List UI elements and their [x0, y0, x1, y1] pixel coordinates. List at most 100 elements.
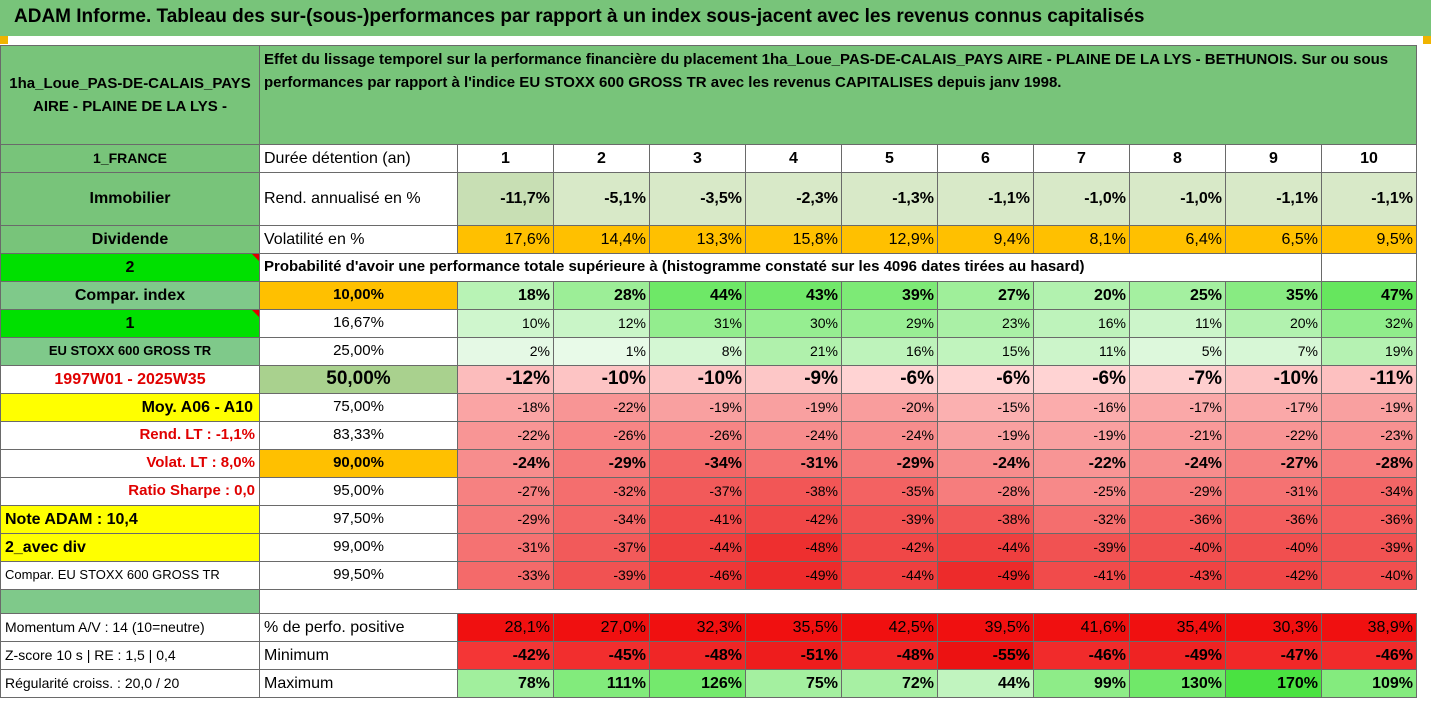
header-row: 1ha_Loue_PAS-DE-CALAIS_PAYS AIRE - PLAIN… [0, 45, 1417, 145]
quantile-cell: 7% [1225, 337, 1322, 366]
asset-name: 1ha_Loue_PAS-DE-CALAIS_PAYS AIRE - PLAIN… [0, 45, 260, 145]
return-label: Rend. annualisé en % [259, 172, 458, 226]
quantile-cell: -18% [457, 393, 554, 422]
year-cell: 1 [457, 144, 554, 173]
quantile-cell: -19% [649, 393, 746, 422]
quantile-cell: -31% [1225, 477, 1322, 506]
maximum-cell: 72% [841, 669, 938, 698]
year-cell: 4 [745, 144, 842, 173]
quantile-cell: -39% [841, 505, 938, 534]
quantile-cell: 1% [553, 337, 650, 366]
corner-marker-right [1423, 36, 1431, 44]
empty-cell [1321, 253, 1417, 282]
maximum-cell: 99% [1033, 669, 1130, 698]
marker-1: 1 [0, 309, 260, 338]
return-cell: -1,1% [937, 172, 1034, 226]
quantile-cell: -31% [745, 449, 842, 478]
quantile-cell: -42% [1225, 561, 1322, 590]
return-cell: -2,3% [745, 172, 842, 226]
return-cell: -1,0% [1033, 172, 1130, 226]
quantile-cell: 8% [649, 337, 746, 366]
period-label: 1997W01 - 2025W35 [0, 365, 260, 394]
quantile-cell: 23% [937, 309, 1034, 338]
positive-cell: 38,9% [1321, 613, 1417, 642]
quantile-cell: -29% [553, 449, 650, 478]
quantile-cell: -17% [1225, 393, 1322, 422]
quantile-cell: -32% [553, 477, 650, 506]
quantile-cell: -39% [1321, 533, 1417, 562]
volatility-cell: 9,5% [1321, 225, 1417, 254]
quantile-cell: -39% [553, 561, 650, 590]
year-cell: 2 [553, 144, 650, 173]
percentile-cell: 90,00% [259, 449, 458, 478]
positive-cell: 27,0% [553, 613, 650, 642]
quantile-row: Note ADAM : 10,4 97,50% -29% -34% -41% -42% -3… [0, 505, 1417, 534]
average-label: Moy. A06 - A10 [0, 393, 260, 422]
positive-row: Momentum A/V : 14 (10=neutre)% de perfo.… [0, 613, 1417, 642]
quantile-cell: -16% [1033, 393, 1130, 422]
year-cell: 7 [1033, 144, 1130, 173]
quantile-cell: -31% [457, 533, 554, 562]
quantile-cell: -11% [1321, 365, 1417, 394]
quantile-cell: 29% [841, 309, 938, 338]
quantile-cell: 11% [1033, 337, 1130, 366]
quantile-cell: 20% [1033, 281, 1130, 310]
quantile-cell: 11% [1129, 309, 1226, 338]
maximum-cell: 130% [1129, 669, 1226, 698]
quantile-row: Rend. LT : -1,1% 83,33% -22% -26% -26% -24% -2… [0, 421, 1417, 450]
positive-cell: 42,5% [841, 613, 938, 642]
minimum-cell: -51% [745, 641, 842, 670]
quantile-row: Volat. LT : 8,0% 90,00% -24% -29% -34% -31% -2… [0, 449, 1417, 478]
quantile-cell: -43% [1129, 561, 1226, 590]
positive-cell: 41,6% [1033, 613, 1130, 642]
quantile-cell: -34% [649, 449, 746, 478]
dividend-label: Dividende [0, 225, 260, 254]
momentum-label: Momentum A/V : 14 (10=neutre) [0, 613, 260, 642]
quantile-cell: -40% [1129, 533, 1226, 562]
quantile-cell: -35% [841, 477, 938, 506]
positive-cell: 32,3% [649, 613, 746, 642]
quantile-cell: -42% [745, 505, 842, 534]
percentile-cell: 16,67% [259, 309, 458, 338]
regularity-label: Régularité croiss. : 20,0 / 20 [0, 669, 260, 698]
quantile-cell: -44% [841, 561, 938, 590]
comparison-label: Compar. EU STOXX 600 GROSS TR [0, 561, 260, 590]
quantile-row: 1 16,67% 10% 12% 31% 30% 29% 23% 16% 11% 20% 32% [0, 309, 1417, 338]
quantile-cell: -25% [1033, 477, 1130, 506]
quantile-cell: -10% [649, 365, 746, 394]
minimum-cell: -47% [1225, 641, 1322, 670]
quantile-cell: 19% [1321, 337, 1417, 366]
minimum-cell: -42% [457, 641, 554, 670]
minimum-label: Minimum [259, 641, 458, 670]
quantile-cell: -7% [1129, 365, 1226, 394]
quantile-cell: -37% [553, 533, 650, 562]
percentile-cell: 75,00% [259, 393, 458, 422]
year-cell: 6 [937, 144, 1034, 173]
quantile-cell: -27% [1225, 449, 1322, 478]
quantile-cell: 44% [649, 281, 746, 310]
quantile-cell: -34% [553, 505, 650, 534]
minimum-cell: -55% [937, 641, 1034, 670]
volatility-cell: 13,3% [649, 225, 746, 254]
quantile-row: EU STOXX 600 GROSS TR 25,00% 2% 1% 8% 21% 16% 1… [0, 337, 1417, 366]
table-body: 1ha_Loue_PAS-DE-CALAIS_PAYS AIRE - PLAIN… [0, 45, 1417, 698]
minimum-cell: -46% [1321, 641, 1417, 670]
volatility-cell: 6,4% [1129, 225, 1226, 254]
quantile-cell: 5% [1129, 337, 1226, 366]
quantile-cell: -17% [1129, 393, 1226, 422]
sharpe-label: Ratio Sharpe : 0,0 [0, 477, 260, 506]
volatility-row: Dividende Volatilité en % 17,6% 14,4% 13,3% 1… [0, 225, 1417, 254]
quantile-cell: -49% [745, 561, 842, 590]
quantile-cell: -22% [1033, 449, 1130, 478]
volatility-cell: 12,9% [841, 225, 938, 254]
quantile-cell: 16% [1033, 309, 1130, 338]
quantile-cell: -41% [1033, 561, 1130, 590]
quantile-cell: -22% [457, 421, 554, 450]
return-cell: -1,0% [1129, 172, 1226, 226]
quantile-cell: -20% [841, 393, 938, 422]
maximum-cell: 111% [553, 669, 650, 698]
minimum-cell: -46% [1033, 641, 1130, 670]
volatility-cell: 6,5% [1225, 225, 1322, 254]
quantile-cell: -24% [1129, 449, 1226, 478]
quantile-cell: -44% [937, 533, 1034, 562]
